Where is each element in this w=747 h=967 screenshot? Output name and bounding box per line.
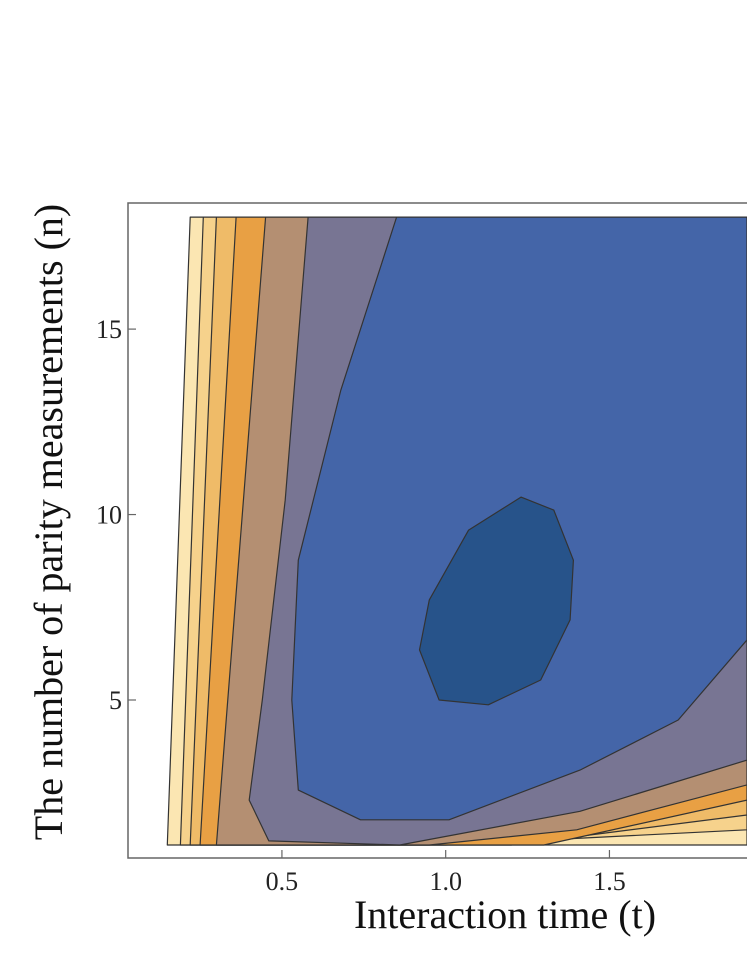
y-axis-title: The number of parity measurements (n) [26, 204, 71, 840]
contour-band [418, 496, 574, 706]
y-tick-label: 15 [96, 315, 122, 344]
x-tick-label: 1.5 [593, 867, 626, 896]
x-axis-title: Interaction time (t) [354, 892, 656, 937]
plot-frame [127, 202, 747, 859]
y-tick-label: 10 [96, 501, 122, 530]
x-tick-label: 1.0 [429, 867, 462, 896]
y-tick-label: 5 [109, 686, 122, 715]
x-tick-label: 0.5 [266, 867, 299, 896]
